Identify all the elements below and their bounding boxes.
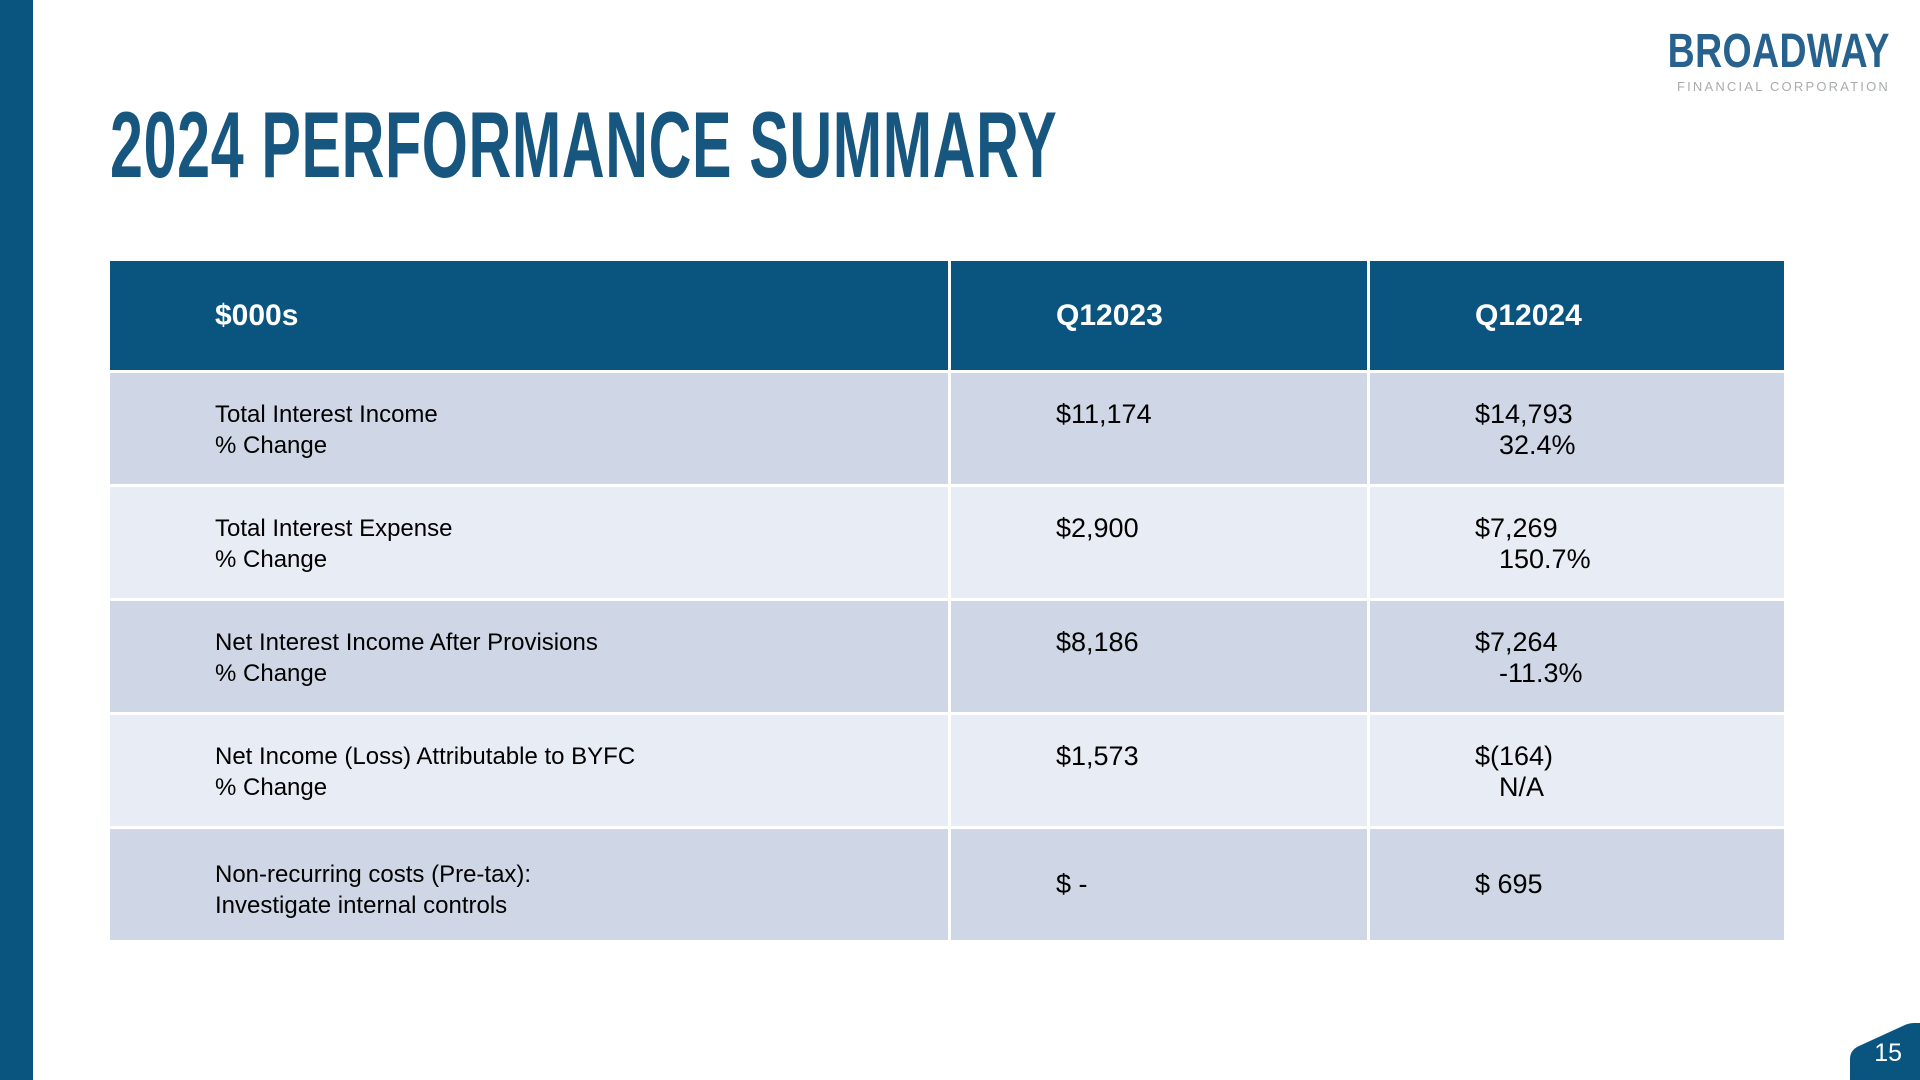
row-label: Total Interest Income <box>215 401 438 428</box>
value-q12023: $2,900 <box>1056 513 1139 543</box>
header-cell-q12023: Q12023 <box>951 261 1367 370</box>
value-q12023: $1,573 <box>1056 741 1139 771</box>
value-q12023: $11,174 <box>1056 399 1152 429</box>
row-label: Total Interest Expense <box>215 515 453 542</box>
row-sublabel: % Change <box>215 432 328 459</box>
row-sublabel: % Change <box>215 660 328 687</box>
value-q12024: $(164) <box>1475 741 1554 771</box>
value-q12023: $ - <box>1056 869 1088 899</box>
value-q12023-cell: $8,186 <box>951 601 1367 712</box>
value-q12024: $7,264 <box>1475 627 1558 657</box>
value-q12024-cell: $ 695 <box>1370 829 1784 940</box>
header-cell-metric: $000s <box>110 261 948 370</box>
row-label-cell: Total Interest Expense % Change <box>110 487 948 598</box>
value-q12024-cell: $14,793 32.4% <box>1370 373 1784 484</box>
value-q12024: $ 695 <box>1475 869 1543 899</box>
slide-title: 2024 PERFORMANCE SUMMARY <box>110 92 1058 197</box>
page-number-tab: 15 <box>1850 1023 1920 1080</box>
row-sublabel: % Change <box>215 774 328 801</box>
left-accent-bar <box>0 0 33 1080</box>
row-label-cell: Net Interest Income After Provisions % C… <box>110 601 948 712</box>
value-q12023-cell: $11,174 <box>951 373 1367 484</box>
value-change: 32.4% <box>1499 430 1576 460</box>
page-number: 15 <box>1874 1039 1902 1067</box>
value-q12024-cell: $(164) N/A <box>1370 715 1784 826</box>
logo-subtitle: FINANCIAL CORPORATION <box>1676 79 1890 94</box>
value-q12023-cell: $ - <box>951 829 1367 940</box>
value-q12024: $7,269 <box>1475 513 1558 543</box>
value-q12024-cell: $7,269 150.7% <box>1370 487 1784 598</box>
value-q12023-cell: $1,573 <box>951 715 1367 826</box>
row-label-cell: Net Income (Loss) Attributable to BYFC %… <box>110 715 948 826</box>
value-change: -11.3% <box>1499 658 1583 688</box>
value-q12023-cell: $2,900 <box>951 487 1367 598</box>
value-change: N/A <box>1499 772 1545 802</box>
value-q12024: $14,793 <box>1475 399 1573 429</box>
value-q12024-cell: $7,264 -11.3% <box>1370 601 1784 712</box>
row-label: Net Income (Loss) Attributable to BYFC <box>215 743 636 770</box>
company-logo: BROADWAY FINANCIAL CORPORATION <box>1605 25 1890 95</box>
page-tab-shape <box>1850 1023 1920 1080</box>
value-change: 150.7% <box>1499 544 1591 574</box>
value-q12023: $8,186 <box>1056 627 1139 657</box>
logo-wordmark: BROADWAY <box>1667 25 1890 78</box>
row-label: Net Interest Income After Provisions <box>215 629 598 656</box>
row-sublabel: % Change <box>215 546 328 573</box>
header-cell-q12024: Q12024 <box>1370 261 1784 370</box>
row-label-cell: Total Interest Income % Change <box>110 373 948 484</box>
row-label-cell: Non-recurring costs (Pre-tax): Investiga… <box>110 829 948 940</box>
performance-table: $000s Q12023 Q12024 Total Interest Incom… <box>110 261 1784 940</box>
row-label: Non-recurring costs (Pre-tax): <box>215 861 532 888</box>
row-sublabel: Investigate internal controls <box>215 892 508 919</box>
